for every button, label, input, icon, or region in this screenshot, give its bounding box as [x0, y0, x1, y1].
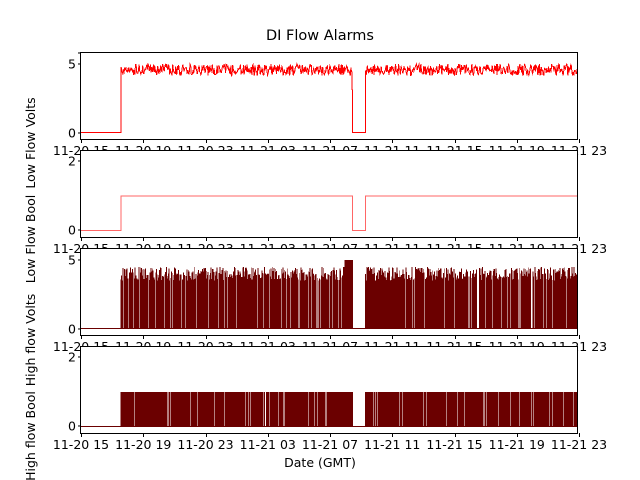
x-tick-mark: [392, 237, 394, 241]
x-tick-mark: [143, 139, 145, 143]
x-tick-label: 11-20 19: [115, 437, 172, 452]
series-path: [81, 391, 577, 427]
x-tick-mark: [205, 237, 207, 241]
x-tick-mark: [143, 433, 145, 437]
y-tick-mark: [77, 229, 81, 231]
y-tick-mark: [77, 160, 81, 162]
y-tick-label: 5: [68, 56, 76, 72]
subplot-high-flow-bool: High flow Bool 0 2 11-20 15 11-20 19 11-20 2…: [23, 346, 607, 480]
series-path: [81, 62, 577, 133]
y-tick-mark: [77, 328, 81, 330]
x-tick-mark: [81, 335, 83, 339]
x-tick-mark: [392, 139, 394, 143]
x-tick-mark: [454, 139, 456, 143]
y-tick-mark: [77, 356, 81, 358]
y-axis-label-1: Low Flow Bool: [23, 194, 38, 284]
plot-area-0: [81, 53, 577, 139]
y-tick-mark: [77, 425, 81, 427]
x-tick-mark: [579, 237, 581, 241]
x-tick-mark: [516, 335, 518, 339]
x-tick-mark: [330, 433, 332, 437]
y-tick-mark: [77, 259, 81, 261]
x-tick-mark: [579, 335, 581, 339]
x-tick-mark: [454, 335, 456, 339]
x-tick-mark: [143, 335, 145, 339]
data-line-0: [81, 62, 577, 133]
data-line-3: [81, 391, 577, 427]
x-tick-mark: [267, 237, 269, 241]
x-tick-label: 11-21 19: [488, 437, 545, 452]
y-axis-label-0: Low Flow Volts: [23, 96, 38, 189]
x-tick-mark: [81, 237, 83, 241]
x-tick-label: 11-20 23: [177, 437, 234, 452]
x-tick-mark: [579, 433, 581, 437]
plot-area-3: [81, 347, 577, 433]
y-tick-label: 2: [68, 153, 76, 169]
x-tick-mark: [516, 139, 518, 143]
series-path: [81, 260, 577, 329]
x-tick-mark: [330, 139, 332, 143]
y-axis-label-2: High flow Volts: [23, 293, 38, 386]
y-tick-label: 5: [68, 252, 76, 268]
x-tick-mark: [205, 335, 207, 339]
x-tick-label: 11-21 03: [239, 437, 296, 452]
x-tick-mark: [516, 237, 518, 241]
y-tick-label: 0: [68, 321, 76, 337]
chart-title: DI Flow Alarms: [266, 28, 374, 44]
x-tick-label: 11-20 15: [52, 437, 110, 452]
y-tick-mark: [77, 63, 81, 65]
y-tick-label: 2: [68, 349, 76, 365]
x-tick-label: 11-21 15: [426, 437, 483, 452]
x-tick-mark: [392, 335, 394, 339]
x-tick-mark: [330, 237, 332, 241]
x-tick-mark: [267, 335, 269, 339]
x-tick-mark: [205, 139, 207, 143]
x-tick-label: 11-21 11: [364, 437, 421, 452]
data-line-2: [81, 260, 577, 329]
x-axis-label: Date (GMT): [284, 455, 356, 470]
x-tick-mark: [454, 237, 456, 241]
x-tick-mark: [267, 433, 269, 437]
plot-area-2: [81, 249, 577, 335]
x-tick-mark: [143, 237, 145, 241]
y-tick-mark: [77, 132, 81, 134]
x-tick-label: 11-21 07: [301, 437, 359, 452]
x-tick-label: 11-21 23: [550, 437, 608, 452]
data-line-1: [81, 195, 577, 231]
x-tick-mark: [267, 139, 269, 143]
x-tick-mark: [516, 433, 518, 437]
series-path: [81, 195, 577, 231]
y-tick-label: 0: [68, 222, 76, 238]
x-tick-mark: [579, 139, 581, 143]
y-tick-label: 0: [68, 125, 76, 141]
x-tick-mark: [330, 335, 332, 339]
x-tick-mark: [392, 433, 394, 437]
x-tick-mark: [454, 433, 456, 437]
x-tick-mark: [205, 433, 207, 437]
x-tick-mark: [81, 433, 83, 437]
y-tick-label: 0: [68, 418, 76, 434]
plot-area-1: [81, 151, 577, 237]
x-tick-mark: [81, 139, 83, 143]
